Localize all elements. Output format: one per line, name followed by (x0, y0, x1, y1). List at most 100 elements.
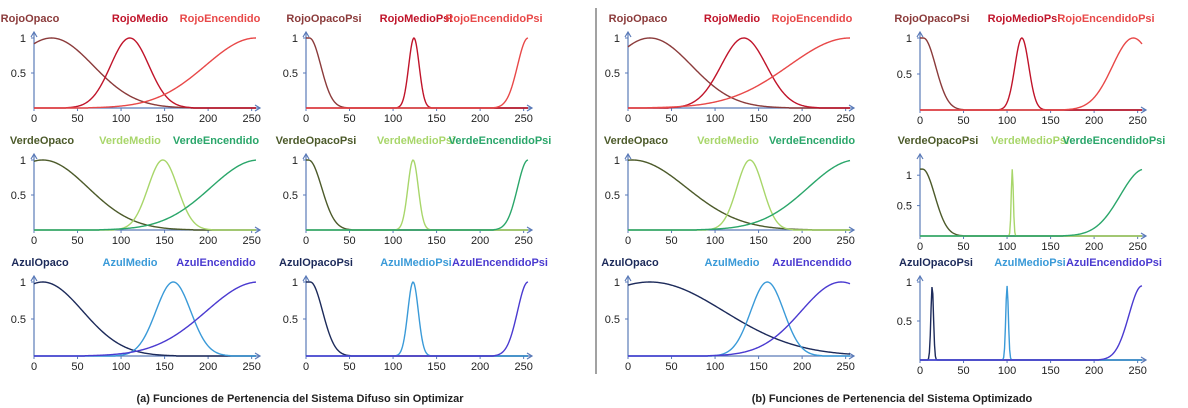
legend-label-VerdeOpacoPsi: VerdeOpacoPsi (276, 135, 357, 147)
x-tick-label: 50 (665, 361, 677, 373)
y-axis-arrow (916, 274, 924, 282)
x-tick-label: 100 (112, 113, 130, 125)
x-tick-label: 50 (665, 113, 677, 125)
legend-label-RojoMedio: RojoMedio (704, 13, 760, 25)
x-tick-label: 200 (1085, 365, 1103, 377)
y-axis-arrow (624, 30, 632, 38)
x-tick-label: 200 (793, 361, 811, 373)
x-tick-label: 0 (917, 115, 923, 127)
chart-b-rojo: 0 50 100 150 200 250 0.5 1 RojoOpaco RojoMedio Roj… (605, 13, 856, 125)
x-tick-label: 200 (199, 113, 217, 125)
legend-label-RojoOpaco: RojoOpaco (1, 13, 60, 25)
y-tick-label: 0.5 (11, 68, 26, 80)
x-tick-label: 250 (242, 113, 260, 125)
y-axis-arrow (302, 152, 310, 160)
y-axis-arrow (916, 30, 924, 38)
x-tick-label: 50 (343, 113, 355, 125)
series-line-VerdeEncendido (628, 159, 851, 231)
x-tick-label: 0 (31, 113, 37, 125)
y-tick-label: 0.5 (897, 69, 912, 81)
x-tick-label: 0 (31, 235, 37, 247)
x-tick-label: 50 (343, 361, 355, 373)
x-tick-label: 150 (749, 113, 767, 125)
x-tick-label: 250 (242, 235, 260, 247)
x-axis-arrow (254, 352, 262, 360)
series-line-AzulOpaco (627, 281, 851, 355)
y-axis-arrow (302, 30, 310, 38)
y-tick-label: 1 (614, 277, 620, 289)
legend-label-RojoMedioPsi: RojoMedioPsi (988, 13, 1061, 25)
x-tick-label: 50 (71, 235, 83, 247)
y-axis-arrow (302, 274, 310, 282)
y-tick-label: 1 (292, 33, 298, 45)
x-tick-label: 200 (199, 361, 217, 373)
x-axis-arrow (1140, 232, 1148, 240)
x-tick-label: 250 (836, 361, 854, 373)
x-tick-label: 200 (471, 113, 489, 125)
series-line-RojoMedioPsi (306, 37, 528, 109)
x-tick-label: 150 (155, 235, 173, 247)
caption-a: (a) Funciones de Pertenencia del Sistema… (136, 393, 464, 405)
x-tick-label: 0 (917, 241, 923, 253)
legend-label-VerdeMedioPsi: VerdeMedioPsi (377, 135, 455, 147)
series-line-RojoEncendido (628, 37, 851, 109)
x-tick-label: 0 (303, 235, 309, 247)
series-line-AzulEncendido (628, 281, 851, 357)
legend-label-RojoOpaco: RojoOpaco (609, 13, 668, 25)
y-tick-label: 0.5 (283, 190, 298, 202)
chart-a-verde: 0 50 100 150 200 250 0.5 1 VerdeOpaco VerdeMedio V… (10, 135, 262, 247)
caption-b: (b) Funciones de Pertenencia del Sistema… (752, 393, 1033, 405)
legend-label-VerdeMedio: VerdeMedio (99, 135, 161, 147)
x-tick-label: 200 (793, 235, 811, 247)
legend-label-RojoMedio: RojoMedio (112, 13, 168, 25)
x-tick-label: 200 (793, 113, 811, 125)
y-axis-arrow (30, 152, 38, 160)
x-axis-arrow (848, 352, 856, 360)
series-line-VerdeEncendidoPsi (920, 168, 1143, 237)
x-tick-label: 200 (1085, 241, 1103, 253)
chart-b-rojo-psi: 0 50 100 150 200 250 0.5 1 RojoOpacoPsi RojoMedio… (894, 13, 1154, 127)
x-tick-label: 100 (998, 115, 1016, 127)
series-line-AzulEncendido (34, 281, 257, 357)
series-line-VerdeOpacoPsi (920, 168, 1142, 237)
legend-label-RojoOpacoPsi: RojoOpacoPsi (894, 13, 969, 25)
y-tick-label: 0.5 (897, 201, 912, 213)
x-tick-label: 100 (112, 235, 130, 247)
chart-a-azul: 0 50 100 150 200 250 0.5 1 AzulOpaco AzulMedio Azu… (11, 257, 262, 373)
x-tick-label: 100 (112, 361, 130, 373)
y-axis-arrow (624, 152, 632, 160)
x-tick-label: 250 (1128, 365, 1146, 377)
x-tick-label: 150 (155, 361, 173, 373)
legend-label-VerdeOpacoPsi: VerdeOpacoPsi (898, 135, 979, 147)
y-tick-label: 0.5 (605, 68, 620, 80)
series-line-AzulMedioPsi (306, 281, 528, 357)
legend-label-VerdeEncendidoPsi: VerdeEncendidoPsi (449, 135, 552, 147)
x-tick-label: 150 (155, 113, 173, 125)
series-line-RojoEncendidoPsi (306, 37, 529, 109)
series-line-VerdeOpacoPsi (306, 159, 528, 231)
x-tick-label: 50 (957, 115, 969, 127)
x-axis-arrow (1140, 106, 1148, 114)
x-axis-arrow (526, 352, 534, 360)
x-axis-arrow (254, 226, 262, 234)
x-tick-label: 0 (31, 361, 37, 373)
y-axis-arrow (916, 152, 924, 160)
x-tick-label: 150 (1041, 365, 1059, 377)
y-axis-arrow (30, 274, 38, 282)
x-tick-label: 50 (71, 361, 83, 373)
x-tick-label: 0 (625, 361, 631, 373)
y-tick-label: 1 (906, 277, 912, 289)
x-tick-label: 200 (1085, 115, 1103, 127)
x-tick-label: 250 (836, 113, 854, 125)
series-line-VerdeEncendidoPsi (306, 159, 529, 231)
y-tick-label: 0.5 (897, 316, 912, 328)
chart-a-verde-psi: 0 50 100 150 200 250 0.5 1 VerdeOpacoPsi VerdeMed… (276, 135, 552, 247)
y-tick-label: 0.5 (11, 314, 26, 326)
x-tick-label: 200 (199, 235, 217, 247)
series-line-VerdeMedioPsi (306, 159, 528, 231)
legend-label-VerdeOpaco: VerdeOpaco (604, 135, 668, 147)
x-tick-label: 150 (749, 361, 767, 373)
x-tick-label: 250 (1128, 241, 1146, 253)
legend-label-RojoOpacoPsi: RojoOpacoPsi (286, 13, 361, 25)
x-tick-label: 200 (471, 361, 489, 373)
